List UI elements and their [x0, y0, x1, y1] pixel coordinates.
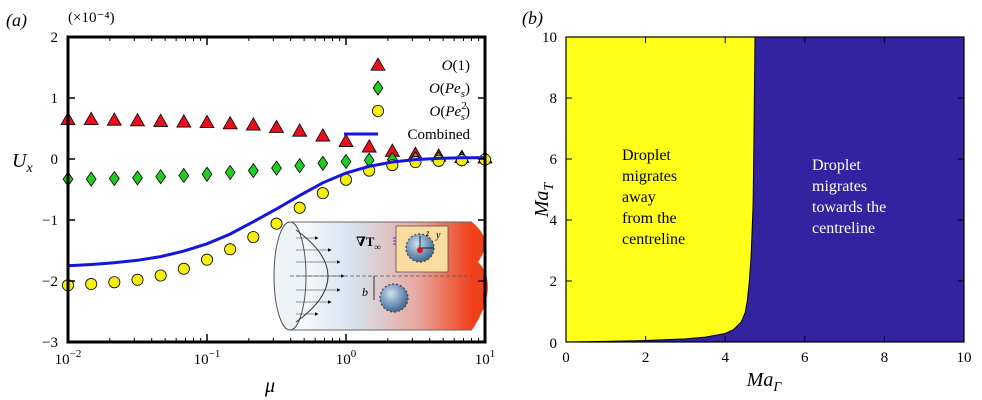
series-diamond-point: [201, 166, 213, 182]
series-diamond-point: [340, 153, 352, 170]
series-triangle-point: [291, 123, 308, 137]
series-circle-point: [177, 262, 190, 275]
x-tick-label-b: 4: [721, 350, 729, 366]
y-tick-label-b: 8: [550, 91, 558, 107]
series-diamond-point: [224, 164, 236, 181]
y-tick-label-a: 0: [51, 152, 59, 168]
z-axis-label-inset: z: [425, 228, 430, 238]
x-tick-label-a: 10−1: [194, 348, 221, 368]
legend-marker-triangle: [370, 57, 386, 71]
region-towards-label-line: towards the: [812, 199, 886, 216]
region-away-label-line: migrates: [622, 168, 677, 185]
region-away-label-line: away: [622, 189, 656, 206]
legend-entry: Combined: [408, 127, 471, 143]
series-diamond-point: [294, 158, 306, 174]
b-label: b: [362, 285, 368, 299]
y-tick-label-a: −2: [42, 274, 58, 290]
y-tick-label-a: 1: [51, 91, 59, 107]
origin-tick-label-b: 0: [550, 336, 558, 352]
legend-entry: O(1): [442, 58, 470, 74]
y-tick-label-a: −1: [42, 213, 58, 229]
series-triangle-point: [315, 128, 331, 142]
series-circle-point: [131, 273, 144, 286]
series-diamond-point: [178, 167, 190, 184]
droplet-centre-dot: [417, 247, 423, 253]
series-triangle-point: [199, 114, 215, 129]
series-circle-point: [247, 231, 260, 244]
x-tick-label-b: 2: [642, 350, 650, 366]
x-tick-label-b: 0: [562, 350, 570, 366]
x-axis-title-b: MaΓ: [746, 369, 783, 395]
series-triangle-point: [222, 115, 238, 130]
series-diamond-point: [155, 168, 167, 185]
zoom-box: [395, 225, 449, 273]
panel-a-frame: [66, 35, 487, 344]
panel-b: (b) 0 2 4 6 8 10 2 4 6 8 10 0 Droplet migrates away fr…: [522, 8, 972, 395]
legend-marker-circle: [371, 105, 384, 118]
legend: O(1) O(Pes)O(Pe2 s) Combined: [344, 57, 471, 143]
grad-label: ∇T∞: [356, 234, 381, 252]
series-circle-point: [455, 154, 468, 167]
y-tick-label-b: 2: [550, 274, 558, 290]
region-towards-label-line: migrates: [812, 178, 867, 195]
series-circle-point: [108, 276, 121, 289]
region-away-label-line: from the: [622, 210, 677, 227]
series-circle-point: [200, 253, 213, 266]
series-circle-point: [224, 243, 237, 256]
legend-entry: O(Pes): [429, 81, 470, 100]
region-away-label-line: Droplet: [622, 147, 671, 164]
y-tick-label-a: −3: [42, 335, 58, 351]
series-triangle-point: [129, 112, 146, 127]
y-tick-label-a: 2: [51, 30, 59, 46]
x-tick-label-b: 8: [881, 350, 889, 366]
y-tick-label-b: 6: [550, 152, 558, 168]
series-diamond-point: [271, 160, 282, 176]
series-triangle-point: [152, 113, 169, 127]
y-axis-label-inset: y: [435, 230, 441, 241]
region-towards-label-line: Droplet: [812, 157, 861, 174]
series-triangle-point: [176, 113, 192, 128]
region-towards-label-line: centreline: [812, 220, 875, 237]
series-diamond-point: [132, 170, 143, 186]
y-axis-title-a: Ux: [12, 150, 33, 176]
series-diamond-point: [85, 171, 97, 187]
x-tick-label-b: 10: [957, 350, 972, 366]
multiplier-label: (×10⁻⁴): [68, 10, 115, 26]
y-tick-label-b: 4: [550, 213, 558, 229]
x-axis-title-a: μ: [264, 375, 275, 397]
series-combined-line: [67, 156, 485, 268]
panel-a-label: (a): [6, 10, 27, 31]
series-diamond-point: [317, 155, 329, 171]
x-tick-label-a: 101: [475, 348, 496, 368]
x-tick-label-b: 6: [801, 350, 809, 366]
x-tick-label-a: 100: [336, 348, 357, 368]
series-circle-point: [270, 217, 283, 230]
y-tick-label-b: 10: [542, 30, 557, 46]
panel-b-frame: [565, 36, 965, 343]
series-diamond-point: [108, 170, 120, 187]
region-away-label-line: centreline: [622, 231, 685, 248]
series-triangle-point: [106, 112, 123, 126]
series-circle-point: [316, 187, 329, 200]
y-axis-title-b: MaT: [531, 182, 557, 219]
series-diamond-point: [247, 162, 259, 179]
region-boundary: [565, 36, 756, 343]
series-circle-point: [85, 278, 98, 291]
series-triangle-point: [245, 117, 262, 131]
series-triangle-point: [338, 133, 354, 147]
x-tick-label-a: 10−2: [55, 348, 82, 368]
legend-marker-diamond: [372, 80, 384, 96]
series-triangle-point: [83, 111, 99, 125]
series-triangle-point: [268, 119, 285, 133]
series-circle-point: [293, 201, 306, 214]
panel-a: (a) (×10⁻⁴) ∇T∞: [6, 10, 495, 397]
region-away-from-centreline: [566, 37, 755, 342]
series-triangle-point: [361, 138, 377, 153]
legend-entry: O(Pe2 s): [430, 100, 470, 123]
droplet-lower: [379, 283, 409, 313]
inset-illustration: ∇T∞ b y z: [273, 221, 488, 331]
series-circle-point: [154, 269, 167, 282]
panel-b-label: (b): [522, 8, 543, 29]
